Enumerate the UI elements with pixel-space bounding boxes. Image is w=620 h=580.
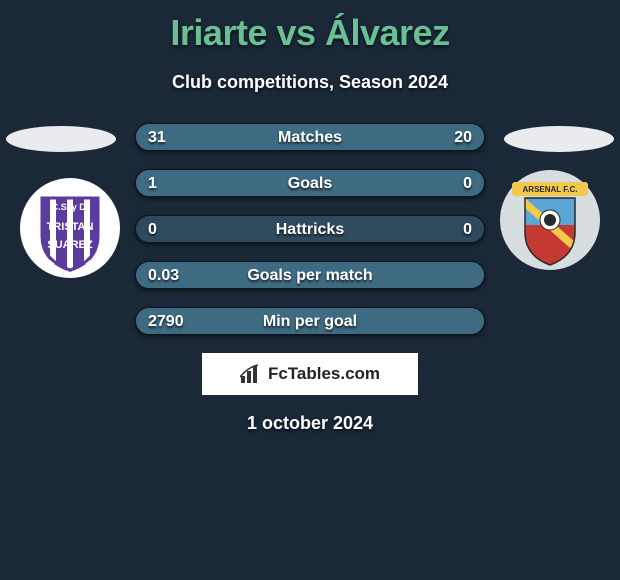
svg-text:C.S. y D.: C.S. y D. bbox=[52, 202, 89, 212]
stat-value-right: 0 bbox=[463, 216, 472, 242]
stat-row: 0 Hattricks 0 bbox=[135, 215, 485, 243]
stat-label: Hattricks bbox=[136, 216, 484, 242]
attribution-badge[interactable]: FcTables.com bbox=[202, 353, 418, 395]
stat-label: Matches bbox=[136, 124, 484, 150]
crest-svg-left: C.S. y D. TRISTAN SUAREZ bbox=[20, 178, 120, 278]
right-club-crest: ARSENAL F.C. bbox=[500, 170, 600, 270]
right-country-flag bbox=[504, 126, 614, 152]
stat-row: 0.03 Goals per match bbox=[135, 261, 485, 289]
date-text: 1 october 2024 bbox=[0, 413, 620, 434]
attribution-text: FcTables.com bbox=[268, 364, 380, 384]
svg-text:TRISTAN: TRISTAN bbox=[47, 221, 94, 233]
stat-row: 31 Matches 20 bbox=[135, 123, 485, 151]
stat-label: Min per goal bbox=[136, 308, 484, 334]
stat-label: Goals per match bbox=[136, 262, 484, 288]
stat-value-right: 20 bbox=[454, 124, 472, 150]
stat-label: Goals bbox=[136, 170, 484, 196]
svg-text:SUAREZ: SUAREZ bbox=[47, 239, 93, 251]
crest-svg-right: ARSENAL F.C. bbox=[500, 170, 600, 270]
stat-row: 2790 Min per goal bbox=[135, 307, 485, 335]
subtitle: Club competitions, Season 2024 bbox=[0, 72, 620, 93]
stat-value-right: 0 bbox=[463, 170, 472, 196]
stat-row: 1 Goals 0 bbox=[135, 169, 485, 197]
stat-rows-container: 31 Matches 20 1 Goals 0 0 Hattricks 0 0.… bbox=[135, 123, 485, 335]
svg-text:ARSENAL F.C.: ARSENAL F.C. bbox=[523, 185, 578, 194]
left-club-crest: C.S. y D. TRISTAN SUAREZ bbox=[20, 178, 120, 278]
page-title: Iriarte vs Álvarez bbox=[0, 0, 620, 54]
left-country-flag bbox=[6, 126, 116, 152]
bar-chart-icon bbox=[240, 364, 262, 384]
